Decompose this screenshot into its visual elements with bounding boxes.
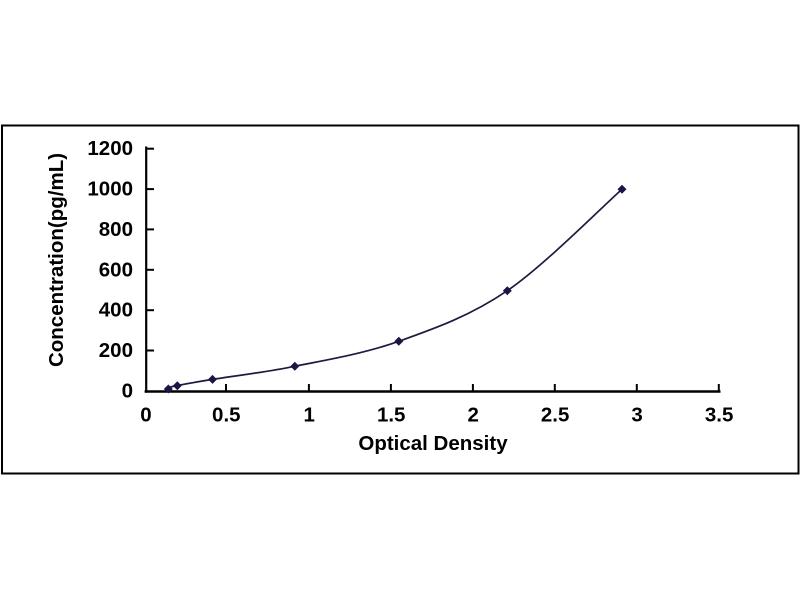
svg-text:2.5: 2.5 bbox=[541, 404, 570, 427]
svg-text:3: 3 bbox=[631, 404, 642, 427]
svg-text:0: 0 bbox=[122, 379, 133, 402]
svg-text:Concentration(pg/mL): Concentration(pg/mL) bbox=[45, 153, 68, 367]
svg-text:1000: 1000 bbox=[87, 178, 133, 201]
svg-text:400: 400 bbox=[99, 299, 133, 322]
svg-text:0: 0 bbox=[140, 404, 151, 427]
svg-text:1.5: 1.5 bbox=[377, 404, 406, 427]
svg-text:200: 200 bbox=[99, 339, 133, 362]
svg-text:0.5: 0.5 bbox=[212, 404, 241, 427]
svg-text:1: 1 bbox=[303, 404, 314, 427]
svg-text:800: 800 bbox=[99, 218, 133, 241]
svg-text:1200: 1200 bbox=[87, 137, 133, 160]
svg-text:3.5: 3.5 bbox=[705, 404, 734, 427]
svg-text:600: 600 bbox=[99, 258, 133, 281]
svg-text:2: 2 bbox=[467, 404, 478, 427]
svg-text:Optical Density: Optical Density bbox=[358, 432, 508, 455]
